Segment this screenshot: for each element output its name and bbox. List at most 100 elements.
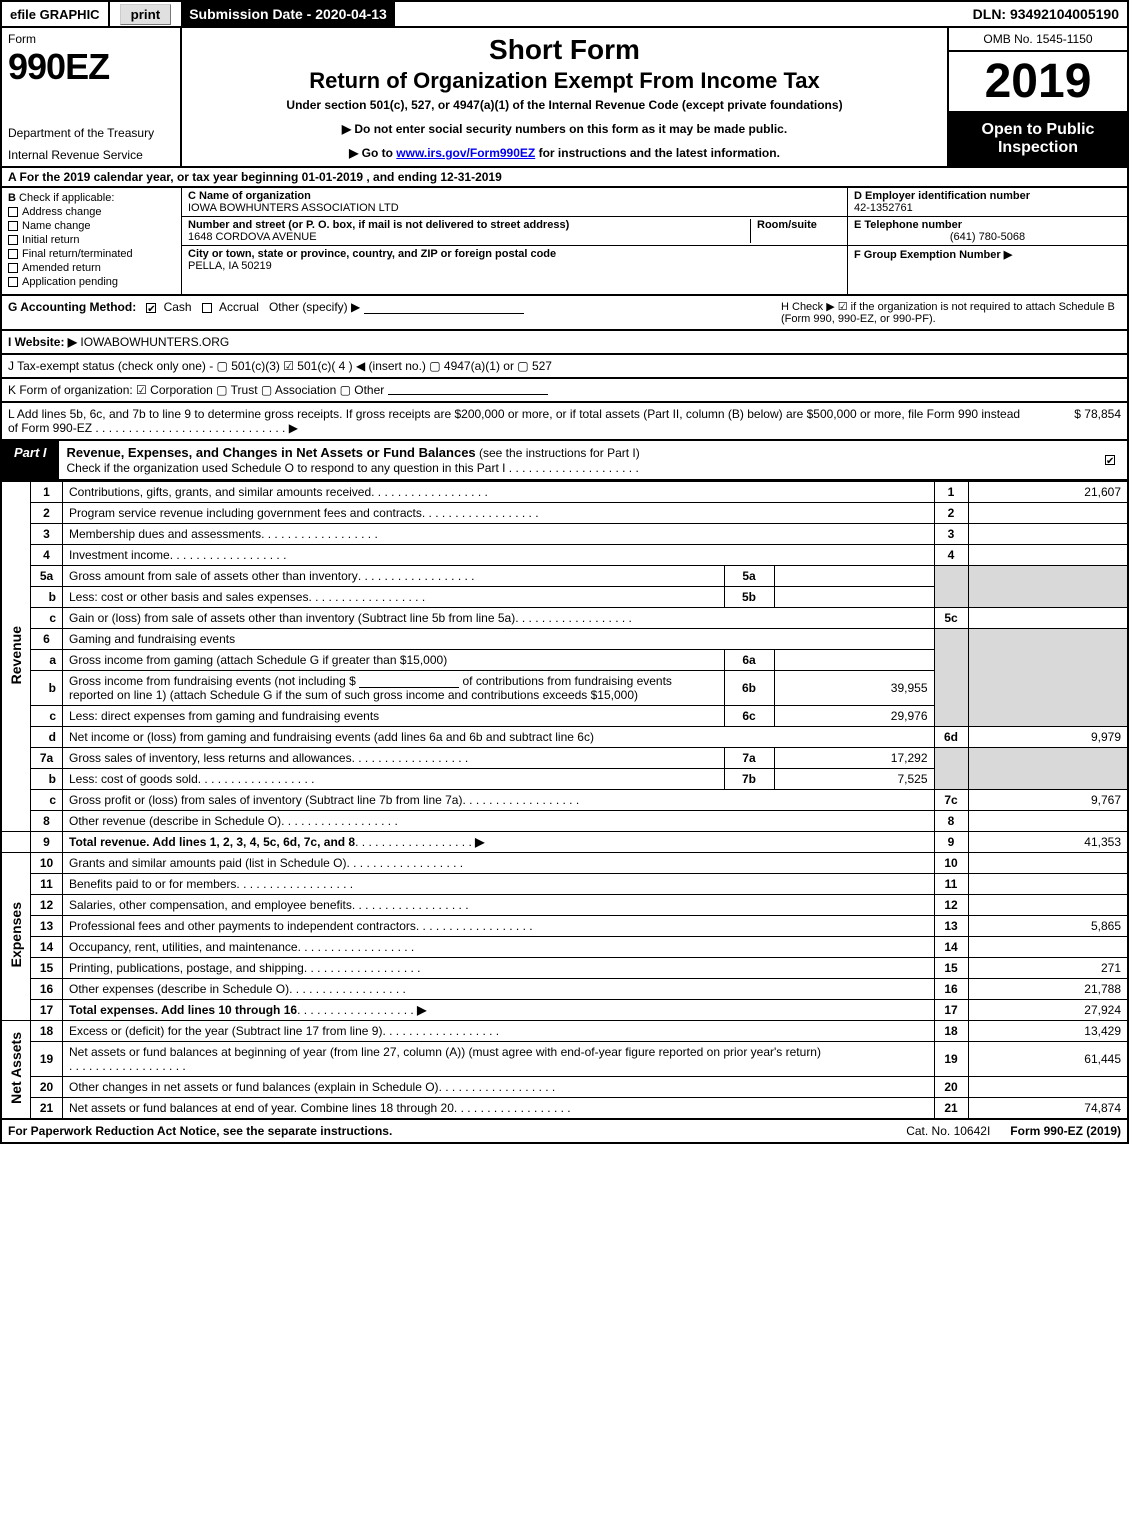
l13-amt: 5,865 (968, 916, 1128, 937)
l10-amt (968, 853, 1128, 874)
org-name: IOWA BOWHUNTERS ASSOCIATION LTD (188, 202, 841, 214)
header-right: OMB No. 1545-1150 2019 Open to Public In… (947, 28, 1127, 166)
footer-cat-no: Cat. No. 10642I (906, 1124, 990, 1138)
l2-no: 2 (31, 503, 63, 524)
k-other-blank (388, 383, 548, 395)
l2-amt (968, 503, 1128, 524)
l10-no: 10 (31, 853, 63, 874)
ein-value: 42-1352761 (854, 202, 1121, 214)
g-label: G Accounting Method: (8, 300, 136, 314)
line-l-amount: $ 78,854 (1021, 407, 1121, 421)
chk-address-change[interactable]: Address change (8, 206, 175, 218)
l7b-icol: 7b (724, 769, 774, 790)
l19-col: 19 (934, 1042, 968, 1077)
chk-cash[interactable] (146, 303, 156, 313)
l7a-icol: 7a (724, 748, 774, 769)
c-room-label: Room/suite (757, 219, 841, 231)
l8-amt (968, 811, 1128, 832)
l5a-icol: 5a (724, 566, 774, 587)
print-button[interactable]: print (120, 4, 172, 25)
l14-no: 14 (31, 937, 63, 958)
instruction-goto: ▶ Go to www.irs.gov/Form990EZ for instru… (192, 146, 937, 160)
l9-no: 9 (31, 832, 63, 853)
chk-amended-return[interactable]: Amended return (8, 262, 175, 274)
l20-amt (968, 1077, 1128, 1098)
l2-col: 2 (934, 503, 968, 524)
l5b-no: b (31, 587, 63, 608)
c-name-label: C Name of organization (188, 190, 841, 202)
website-label: I Website: ▶ (8, 335, 77, 349)
under-section: Under section 501(c), 527, or 4947(a)(1)… (192, 98, 937, 112)
submission-date: Submission Date - 2020-04-13 (181, 2, 395, 26)
l5a-ival (774, 566, 934, 587)
l6c-icol: 6c (724, 706, 774, 727)
l18-amt: 13,429 (968, 1021, 1128, 1042)
chk-final-return[interactable]: Final return/terminated (8, 248, 175, 260)
l9-desc: Total revenue. Add lines 1, 2, 3, 4, 5c,… (63, 832, 935, 853)
chk-application-pending[interactable]: Application pending (8, 276, 175, 288)
l20-no: 20 (31, 1077, 63, 1098)
l13-col: 13 (934, 916, 968, 937)
l7a-desc: Gross sales of inventory, less returns a… (63, 748, 725, 769)
l17-desc: Total expenses. Add lines 10 through 16 (63, 1000, 935, 1021)
tax-exempt-text: J Tax-exempt status (check only one) - ▢… (8, 359, 552, 373)
l10-col: 10 (934, 853, 968, 874)
org-info-block: B Check if applicable: Address change Na… (0, 188, 1129, 296)
l7b-desc: Less: cost of goods sold (63, 769, 725, 790)
opt-final-return: Final return/terminated (22, 248, 133, 260)
l16-amt: 21,788 (968, 979, 1128, 1000)
l5a-no: 5a (31, 566, 63, 587)
l5c-col: 5c (934, 608, 968, 629)
accounting-row: G Accounting Method: Cash Accrual Other … (0, 296, 1129, 331)
opt-other: Other (specify) ▶ (269, 300, 360, 314)
form-of-org-row: K Form of organization: ☑ Corporation ▢ … (0, 379, 1129, 403)
part-1-subtitle: Check if the organization used Schedule … (67, 461, 639, 475)
l19-no: 19 (31, 1042, 63, 1077)
k-text: K Form of organization: ☑ Corporation ▢ … (8, 383, 384, 397)
l1-amt: 21,607 (968, 482, 1128, 503)
l7b-ival: 7,525 (774, 769, 934, 790)
l6d-amt: 9,979 (968, 727, 1128, 748)
part-1-tag: Part I (2, 441, 59, 479)
l7c-desc: Gross profit or (loss) from sales of inv… (63, 790, 935, 811)
l5a-desc: Gross amount from sale of assets other t… (63, 566, 725, 587)
l5c-desc: Gain or (loss) from sale of assets other… (63, 608, 935, 629)
l5c-amt (968, 608, 1128, 629)
l4-amt (968, 545, 1128, 566)
instruction-ssn: ▶ Do not enter social security numbers o… (192, 122, 937, 136)
l2-desc: Program service revenue including govern… (63, 503, 935, 524)
l8-desc: Other revenue (describe in Schedule O) (63, 811, 935, 832)
irs-link[interactable]: www.irs.gov/Form990EZ (396, 146, 535, 160)
group-exemption-label: F Group Exemption Number ▶ (854, 248, 1121, 261)
l4-no: 4 (31, 545, 63, 566)
part-1-checkbox-cell (1097, 441, 1127, 479)
goto-post: for instructions and the latest informat… (535, 146, 780, 160)
part-1-title: Revenue, Expenses, and Changes in Net As… (67, 445, 476, 460)
l13-no: 13 (31, 916, 63, 937)
l5b-ival (774, 587, 934, 608)
l20-col: 20 (934, 1077, 968, 1098)
l16-col: 16 (934, 979, 968, 1000)
chk-accrual[interactable] (202, 303, 212, 313)
h-schedule-b: H Check ▶ ☑ if the organization is not r… (781, 300, 1121, 325)
l21-col: 21 (934, 1098, 968, 1120)
form-number: 990EZ (8, 46, 174, 88)
l21-desc: Net assets or fund balances at end of ye… (63, 1098, 935, 1120)
l6b-icol: 6b (724, 671, 774, 706)
l6-desc: Gaming and fundraising events (63, 629, 935, 650)
chk-initial-return[interactable]: Initial return (8, 234, 175, 246)
l11-desc: Benefits paid to or for members (63, 874, 935, 895)
l6d-desc: Net income or (loss) from gaming and fun… (63, 727, 935, 748)
form-header: Form 990EZ Department of the Treasury In… (0, 28, 1129, 168)
l3-no: 3 (31, 524, 63, 545)
chk-name-change[interactable]: Name change (8, 220, 175, 232)
top-bar: efile GRAPHIC print Submission Date - 20… (0, 0, 1129, 28)
short-form-title: Short Form (192, 34, 937, 66)
rot-revenue-blank (1, 832, 31, 853)
l17-col: 17 (934, 1000, 968, 1021)
l7ab-grey-amt (968, 748, 1128, 790)
l13-desc: Professional fees and other payments to … (63, 916, 935, 937)
part-1-checkbox[interactable] (1105, 455, 1115, 465)
org-street: 1648 CORDOVA AVENUE (188, 231, 744, 243)
footer-form-ref: Form 990-EZ (2019) (1010, 1124, 1121, 1138)
